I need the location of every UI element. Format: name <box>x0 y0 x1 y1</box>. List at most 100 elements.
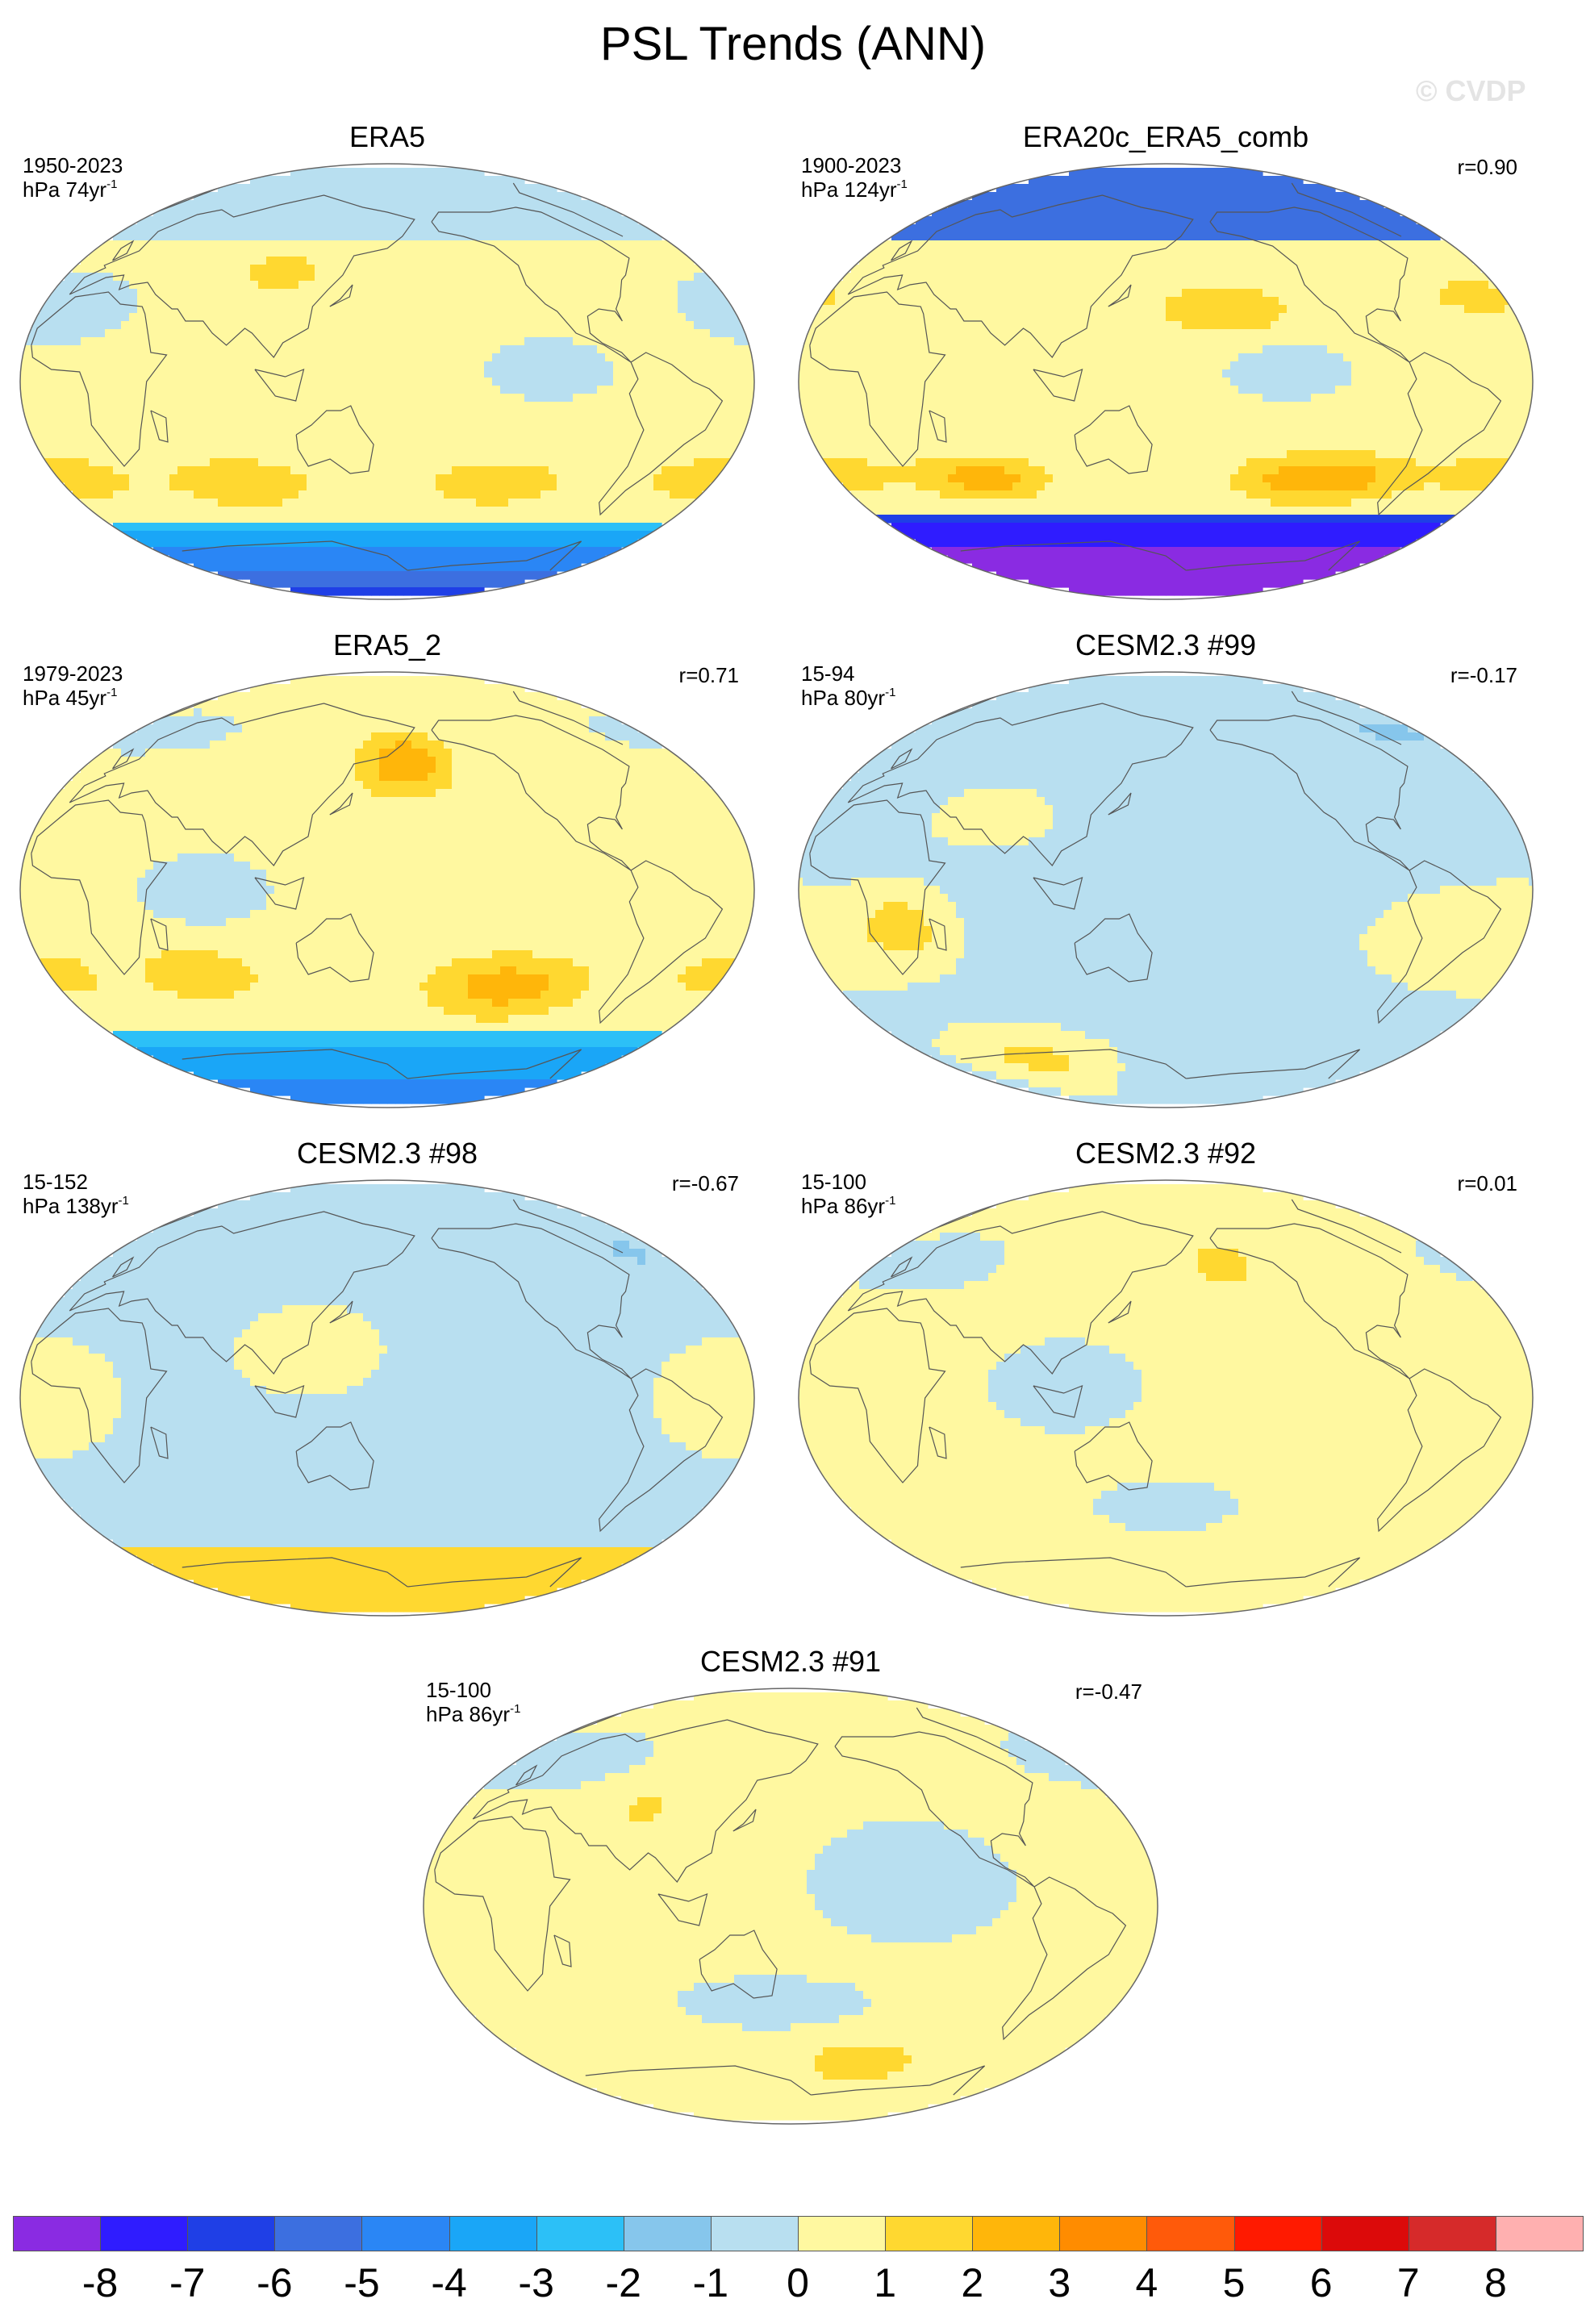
panel-title: CESM2.3 #98 <box>16 1136 758 1171</box>
map-field <box>20 168 754 596</box>
panel-years: 15-94 <box>801 661 895 686</box>
coastlines <box>31 182 724 571</box>
panel-title: ERA5_2 <box>16 628 758 663</box>
panel-title: CESM2.3 #99 <box>795 628 1537 663</box>
map-border <box>423 1688 1158 2125</box>
coastlines <box>31 691 724 1079</box>
map-panel-cesm-92: CESM2.3 #92 15-100 hPa 86yr-1 r=0.01 <box>795 1136 1537 1620</box>
colorbar-swatch <box>710 2216 799 2251</box>
colorbar-tick-label: 6 <box>1289 2259 1354 2307</box>
map-field <box>799 1184 1533 1613</box>
map-border <box>19 1179 755 1617</box>
panel-years: 1979-2023 <box>23 661 123 686</box>
colorbar-tick-label: -1 <box>678 2259 743 2307</box>
panel-meta: 1900-2023 hPa 124yr-1 <box>801 153 908 202</box>
panel-meta: 15-152 hPa 138yr-1 <box>23 1170 129 1218</box>
colorbar-swatch <box>274 2216 363 2251</box>
coastlines <box>809 182 1502 571</box>
colorbar-swatch <box>1146 2216 1235 2251</box>
panel-title: ERA20c_ERA5_comb <box>795 119 1537 155</box>
map-era20c-era5-comb <box>798 163 1534 600</box>
map-field <box>799 168 1533 596</box>
colorbar-tick-label: 1 <box>853 2259 917 2307</box>
colorbar-tick-label: 7 <box>1376 2259 1441 2307</box>
map-panel-era5-2: ERA5_2 1979-2023 hPa 45yr-1 r=0.71 <box>16 628 758 1112</box>
map-panel-cesm-98: CESM2.3 #98 15-152 hPa 138yr-1 r=-0.67 <box>16 1136 758 1620</box>
map-panel-cesm-91: CESM2.3 #91 15-100 hPa 86yr-1 r=-0.47 <box>419 1644 1162 2128</box>
map-border <box>798 1179 1534 1617</box>
colorbar-tick-label: -4 <box>417 2259 482 2307</box>
colorbar-swatch <box>449 2216 537 2251</box>
map-field <box>20 1184 754 1613</box>
map-border <box>798 163 1534 600</box>
panel-meta: 15-94 hPa 80yr-1 <box>801 661 895 710</box>
map-panel-era5: ERA5 1950-2023 hPa 74yr-1 <box>16 119 758 603</box>
watermark: © CVDP <box>1416 74 1526 108</box>
panel-meta: 1950-2023 hPa 74yr-1 <box>23 153 123 202</box>
colorbar-swatch <box>187 2216 276 2251</box>
colorbar-swatch <box>13 2216 102 2251</box>
colorbar <box>13 2216 1584 2251</box>
colorbar-tick-label: -5 <box>329 2259 394 2307</box>
panel-correlation: r=-0.47 <box>1075 1679 1142 1704</box>
coastlines <box>809 691 1502 1079</box>
colorbar-tick-label: 3 <box>1027 2259 1091 2307</box>
panel-title: CESM2.3 #92 <box>795 1136 1537 1171</box>
colorbar-tick-label: -7 <box>155 2259 219 2307</box>
map-cesm-92 <box>798 1179 1534 1617</box>
colorbar-tick-label: 5 <box>1202 2259 1267 2307</box>
colorbar-tick-label: 2 <box>940 2259 1004 2307</box>
colorbar-tick-label: -8 <box>68 2259 132 2307</box>
panel-correlation: r=0.90 <box>1458 155 1517 179</box>
colorbar-swatch <box>972 2216 1061 2251</box>
panel-years: 1900-2023 <box>801 153 908 177</box>
panel-units: hPa 124yr <box>801 177 897 202</box>
panel-meta: 15-100 hPa 86yr-1 <box>426 1678 520 1726</box>
panel-years: 15-100 <box>801 1170 895 1194</box>
panel-units: hPa 74yr <box>23 177 106 202</box>
panel-units: hPa 138yr <box>23 1194 119 1218</box>
panel-meta: 15-100 hPa 86yr-1 <box>801 1170 895 1218</box>
colorbar-tick-label: -2 <box>591 2259 656 2307</box>
panel-correlation: r=0.71 <box>679 663 739 687</box>
map-era5-2 <box>19 671 755 1108</box>
colorbar-tick-label: -3 <box>504 2259 569 2307</box>
panel-units-exponent: -1 <box>119 1194 129 1208</box>
colorbar-tick-label: 8 <box>1463 2259 1528 2307</box>
colorbar-swatch <box>1408 2216 1496 2251</box>
map-cesm-99 <box>798 671 1534 1108</box>
panel-units-exponent: -1 <box>510 1702 520 1716</box>
map-field <box>424 1692 1158 2121</box>
map-border <box>19 671 755 1108</box>
map-era5 <box>19 163 755 600</box>
panel-meta: 1979-2023 hPa 45yr-1 <box>23 661 123 710</box>
colorbar-tick-label: 4 <box>1114 2259 1179 2307</box>
panel-correlation: r=-0.67 <box>672 1171 739 1195</box>
panel-units: hPa 80yr <box>801 686 885 710</box>
panel-units-exponent: -1 <box>885 1194 895 1208</box>
panel-units: hPa 86yr <box>426 1702 510 1726</box>
panel-units-exponent: -1 <box>106 686 117 699</box>
panel-years: 15-152 <box>23 1170 129 1194</box>
map-cesm-91 <box>423 1688 1158 2125</box>
colorbar-swatch <box>798 2216 887 2251</box>
colorbar-swatch <box>623 2216 712 2251</box>
map-field <box>799 676 1533 1104</box>
colorbar-swatch <box>1495 2216 1584 2251</box>
figure-title: PSL Trends (ANN) <box>0 16 1586 73</box>
panel-units-exponent: -1 <box>897 177 908 191</box>
colorbar-swatch <box>1233 2216 1322 2251</box>
panel-correlation: r=-0.17 <box>1450 663 1517 687</box>
panel-years: 1950-2023 <box>23 153 123 177</box>
panel-units-exponent: -1 <box>885 686 895 699</box>
colorbar-swatch <box>536 2216 624 2251</box>
colorbar-tick-label: -6 <box>242 2259 307 2307</box>
colorbar-swatch <box>885 2216 974 2251</box>
colorbar-swatch <box>361 2216 450 2251</box>
panel-title: ERA5 <box>16 119 758 155</box>
colorbar-tick-label: 0 <box>766 2259 830 2307</box>
map-field <box>20 676 754 1104</box>
map-panel-era20c-era5-comb: ERA20c_ERA5_comb 1900-2023 hPa 124yr-1 r=… <box>795 119 1537 603</box>
map-border <box>798 671 1534 1108</box>
map-border <box>19 163 755 600</box>
